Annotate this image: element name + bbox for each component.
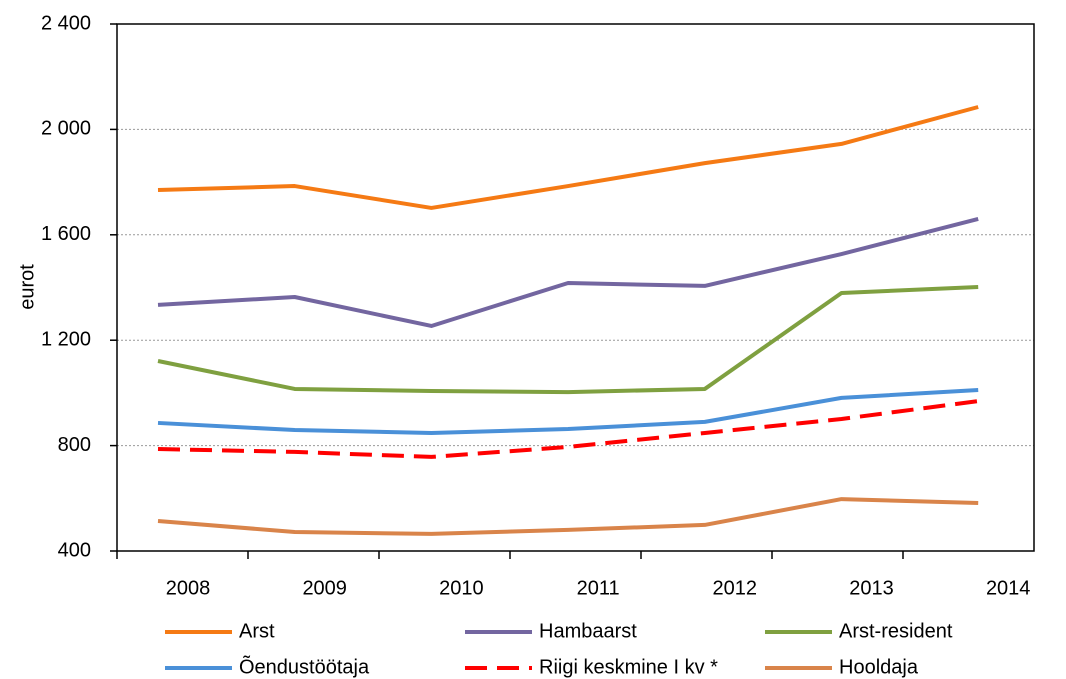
series-line	[157, 105, 979, 210]
x-tick-label: 2014	[986, 577, 1031, 599]
y-tick-label: 2 000	[41, 118, 91, 140]
series-line	[157, 284, 979, 395]
legend-label: Riigi keskmine I kv *	[539, 656, 718, 678]
legend-label: Õendustöötaja	[239, 654, 370, 678]
x-tick-label: 2010	[439, 577, 484, 599]
series-line	[157, 217, 979, 328]
legend-label: Hooldaja	[839, 656, 919, 678]
plot-frame	[116, 23, 1035, 552]
x-tick-label: 2009	[302, 577, 347, 599]
y-tick-label: 400	[58, 539, 91, 561]
y-axis-label: eurot	[16, 264, 38, 310]
legend-label: Hambaarst	[539, 620, 637, 642]
legend-label: Arst-resident	[839, 620, 953, 642]
x-tick-label: 2008	[166, 577, 211, 599]
y-tick-label: 1 600	[41, 223, 91, 245]
y-tick-label: 2 400	[41, 12, 91, 34]
x-tick-label: 2012	[713, 577, 758, 599]
legend-label: Arst	[239, 620, 275, 642]
series-line	[157, 497, 979, 536]
x-tick-label: 2013	[849, 577, 894, 599]
series-line	[157, 399, 979, 459]
y-tick-label: 1 200	[41, 328, 91, 350]
y-tick-label: 800	[58, 434, 91, 456]
x-tick-label: 2011	[577, 577, 620, 599]
series-line	[157, 388, 979, 435]
